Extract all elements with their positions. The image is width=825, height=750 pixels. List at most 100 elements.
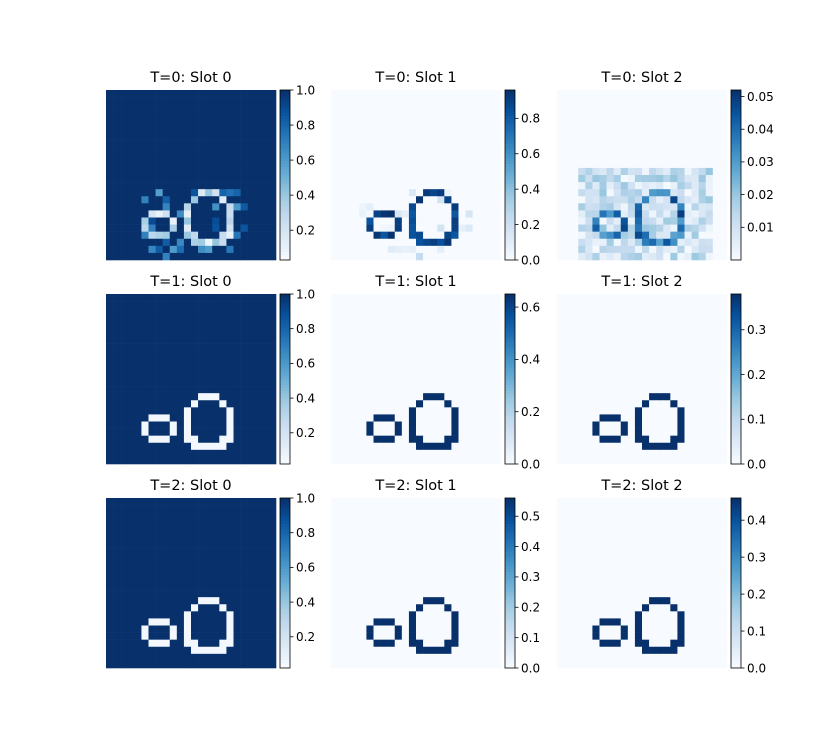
- colorbar-band: [731, 101, 741, 105]
- heatmap-cell: [578, 252, 586, 261]
- heatmap-cell: [472, 322, 481, 330]
- heatmap-cell: [493, 203, 502, 211]
- heatmap-cell: [141, 414, 149, 422]
- heatmap-cell: [113, 590, 121, 598]
- heatmap-cell: [212, 568, 220, 577]
- heatmap-cell: [401, 315, 410, 323]
- heatmap-cell: [247, 597, 256, 605]
- heatmap-cell: [233, 322, 241, 330]
- heatmap-cell: [430, 308, 438, 316]
- colorbar-band: [505, 197, 515, 201]
- heatmap-cell: [226, 540, 234, 548]
- heatmap-cell: [465, 590, 473, 598]
- heatmap-cell: [557, 224, 565, 232]
- heatmap-cell: [627, 217, 636, 225]
- heatmap-cell: [226, 357, 234, 366]
- heatmap-cell: [183, 111, 192, 119]
- heatmap-cell: [169, 132, 178, 140]
- heatmap-cell: [649, 125, 657, 133]
- heatmap-cell: [261, 505, 270, 513]
- heatmap-cell: [677, 301, 685, 309]
- heatmap-cell: [261, 632, 270, 640]
- heatmap-cell: [141, 540, 149, 548]
- heatmap-cell: [268, 526, 277, 534]
- heatmap-cell: [401, 196, 410, 204]
- heatmap-cell: [169, 90, 178, 98]
- heatmap-cell: [416, 554, 424, 563]
- heatmap-cell: [479, 153, 488, 162]
- colorbar-band: [731, 384, 741, 388]
- heatmap-cell: [387, 625, 396, 633]
- heatmap-cell: [564, 435, 572, 444]
- heatmap-cell: [458, 196, 466, 204]
- heatmap-cell: [247, 371, 256, 380]
- colorbar-band: [280, 228, 290, 233]
- heatmap-cell: [127, 561, 135, 570]
- colorbar-tick-label: 0.01: [747, 221, 774, 235]
- heatmap-cell: [663, 118, 671, 126]
- colorbar-band: [505, 384, 515, 388]
- heatmap-cell: [240, 252, 248, 261]
- heatmap-cell: [642, 90, 650, 98]
- heatmap-cell: [387, 393, 396, 401]
- heatmap-cell: [493, 146, 502, 155]
- heatmap-cell: [712, 357, 721, 366]
- heatmap-cell: [416, 386, 424, 394]
- heatmap-cell: [176, 400, 185, 408]
- heatmap-cell: [465, 175, 473, 183]
- heatmap-cell: [719, 90, 728, 98]
- heatmap-cell: [148, 597, 156, 605]
- heatmap-cell: [191, 125, 199, 133]
- heatmap-cell: [437, 583, 445, 591]
- heatmap-cell: [345, 203, 353, 211]
- heatmap-cell: [649, 315, 657, 323]
- heatmap-cell: [219, 519, 227, 527]
- heatmap-cell: [254, 90, 263, 98]
- colorbar-band: [505, 109, 515, 114]
- heatmap-cell: [176, 421, 185, 429]
- colorbar-band: [280, 342, 290, 346]
- heatmap-cell: [183, 653, 192, 662]
- heatmap-cell: [394, 618, 403, 626]
- heatmap-cell: [592, 90, 600, 98]
- heatmap-cell: [437, 210, 445, 218]
- heatmap-cell: [226, 442, 234, 451]
- heatmap-cell: [394, 90, 403, 98]
- heatmap-cell: [134, 639, 142, 648]
- heatmap-cell: [557, 393, 565, 401]
- heatmap-cell: [585, 175, 593, 183]
- heatmap-cell: [127, 104, 135, 112]
- heatmap-cell: [373, 139, 381, 147]
- heatmap-cell: [437, 139, 445, 147]
- colorbar-band: [505, 146, 515, 150]
- heatmap-cell: [219, 505, 227, 513]
- heatmap-cell: [233, 526, 241, 534]
- heatmap-cell: [430, 547, 438, 555]
- heatmap-cell: [247, 111, 256, 119]
- heatmap-cell: [352, 231, 360, 240]
- heatmap-cell: [134, 90, 142, 98]
- heatmap-cell: [479, 111, 488, 119]
- heatmap-cell: [198, 400, 206, 408]
- colorbar-band: [731, 169, 741, 173]
- heatmap-cell: [366, 540, 374, 548]
- heatmap-cell: [198, 196, 206, 204]
- heatmap-cell: [564, 371, 572, 380]
- heatmap-cell: [169, 350, 178, 359]
- heatmap-cell: [634, 336, 643, 344]
- heatmap-cell: [493, 153, 502, 162]
- heatmap-cell: [331, 231, 339, 240]
- heatmap-cell: [148, 217, 156, 225]
- colorbar-band: [505, 373, 515, 377]
- heatmap-cell: [120, 217, 128, 225]
- heatmap-cell: [677, 428, 685, 436]
- heatmap-cell: [141, 364, 149, 373]
- heatmap-cell: [155, 646, 163, 655]
- colorbar-band: [731, 302, 741, 306]
- heatmap-cell: [423, 505, 431, 513]
- heatmap-cell: [557, 414, 565, 422]
- colorbar-band: [731, 163, 741, 167]
- heatmap-cell: [493, 139, 502, 147]
- heatmap-cell: [684, 139, 692, 147]
- heatmap-cell: [416, 498, 424, 506]
